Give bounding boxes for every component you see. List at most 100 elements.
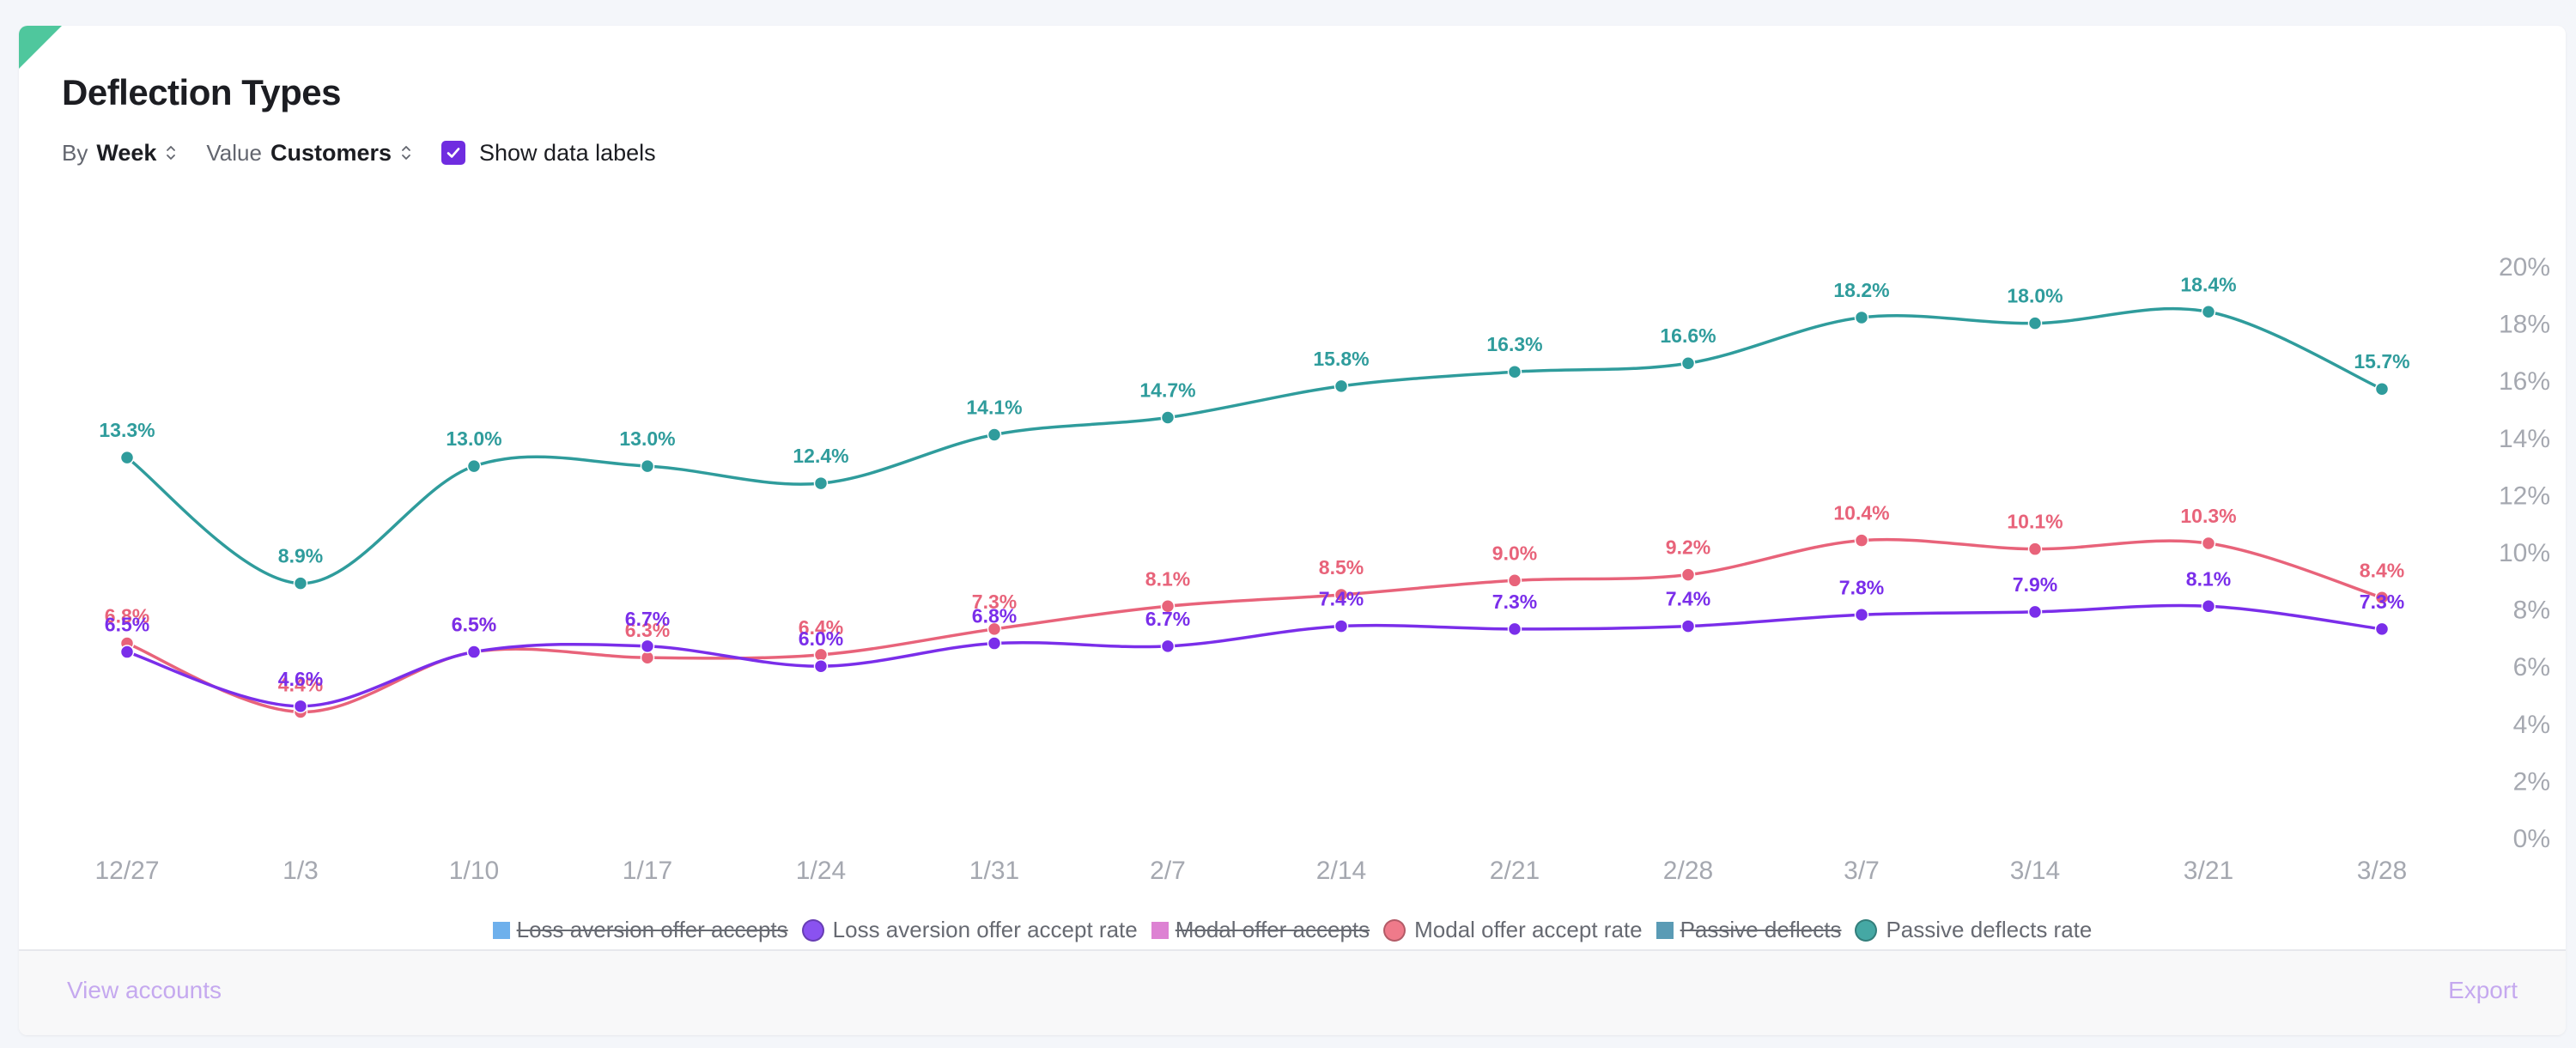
line-chart: 0% 2% 4% 6% 8% 10% 12% 14% 16% 18% 20% 12/27 1/3 1/1… — [94, 253, 2550, 885]
data-label: 14.1% — [966, 396, 1022, 418]
legend-item-passive-deflects-rate[interactable]: Passive deflects rate — [1855, 917, 2092, 943]
data-label: 6.8% — [972, 605, 1017, 627]
group-by-label: By — [62, 139, 88, 166]
corner-tag — [19, 26, 62, 69]
legend-label: Loss aversion offer accepts — [516, 917, 788, 942]
y-tick-label: 0% — [2513, 825, 2550, 853]
data-label: 9.2% — [1666, 536, 1710, 559]
data-point[interactable] — [2027, 542, 2043, 556]
checkmark-icon — [447, 148, 460, 158]
group-by-select[interactable]: By Week — [62, 140, 177, 167]
x-tick-label: 1/10 — [449, 857, 499, 885]
data-point[interactable] — [1160, 599, 1176, 614]
legend-item-loss-aversion-offer-accept-rate[interactable]: Loss aversion offer accept rate — [801, 917, 1138, 943]
data-point[interactable] — [813, 476, 829, 491]
data-label: 7.4% — [1666, 588, 1710, 610]
data-label: 16.3% — [1486, 333, 1542, 355]
data-point[interactable] — [2201, 536, 2216, 551]
chart-title: Deflection Types — [62, 72, 341, 112]
legend-item-passive-deflects[interactable]: Passive deflects — [1656, 917, 1841, 943]
data-point[interactable] — [1507, 621, 1522, 637]
data-point[interactable] — [1507, 364, 1522, 379]
data-point[interactable] — [1334, 619, 1349, 633]
y-tick-label: 10% — [2499, 539, 2550, 567]
data-labels-layer: 13.3% 8.9% 13.0% 13.0% 12.4% 14.1% 14.7% 15.8% 1… — [99, 273, 2409, 695]
data-point[interactable] — [119, 645, 135, 659]
data-point[interactable] — [2027, 604, 2043, 620]
legend-item-modal-offer-accept-rate[interactable]: Modal offer accept rate — [1383, 917, 1643, 943]
chevron-up-down-icon — [402, 146, 410, 160]
data-point[interactable] — [987, 621, 1002, 637]
y-tick-label: 14% — [2499, 425, 2550, 453]
x-tick-label: 3/14 — [2010, 857, 2060, 885]
data-label: 7.3% — [2360, 591, 2404, 613]
data-label: 10.1% — [2007, 511, 2063, 533]
data-point[interactable] — [2374, 381, 2390, 397]
data-point[interactable] — [293, 576, 308, 591]
data-label: 16.6% — [1660, 324, 1716, 347]
x-tick-label: 3/28 — [2357, 857, 2407, 885]
legend-label: Passive deflects rate — [1886, 917, 2093, 942]
data-point[interactable] — [466, 458, 482, 474]
value-value: Customers — [270, 139, 392, 166]
data-point[interactable] — [1854, 608, 1869, 622]
data-point[interactable] — [1160, 410, 1176, 425]
series-loss-aversion-offer-accept-rate — [119, 599, 2390, 714]
group-by-value: Week — [96, 139, 157, 166]
x-axis: 12/27 1/3 1/10 1/17 1/24 1/31 2/7 2/14 2/21 2/28 3… — [94, 857, 2407, 885]
data-label: 6.0% — [799, 627, 843, 650]
legend-label: Loss aversion offer accept rate — [832, 917, 1138, 942]
legend-swatch — [1151, 921, 1169, 939]
data-label: 18.2% — [1833, 279, 1889, 301]
data-point[interactable] — [1854, 533, 1869, 548]
data-point[interactable] — [1680, 619, 1696, 633]
data-point[interactable] — [1680, 567, 1696, 582]
data-point[interactable] — [987, 427, 1002, 442]
data-point[interactable] — [2201, 599, 2216, 614]
export-link[interactable]: Export — [2448, 977, 2518, 1003]
data-label: 7.4% — [1319, 588, 1364, 610]
data-label: 4.4% — [278, 673, 323, 695]
data-point[interactable] — [293, 699, 308, 714]
chart-legend: Loss aversion offer accepts Loss aversion… — [19, 917, 2566, 943]
data-point[interactable] — [1160, 639, 1176, 654]
show-data-labels-toggle[interactable]: Show data labels — [441, 140, 656, 167]
show-data-labels-checkbox[interactable] — [441, 141, 466, 165]
data-label: 7.9% — [2013, 573, 2057, 596]
data-label: 8.4% — [2360, 559, 2404, 581]
data-point[interactable] — [466, 645, 482, 659]
x-tick-label: 1/3 — [283, 857, 319, 885]
data-point[interactable] — [1334, 379, 1349, 394]
data-label: 14.7% — [1139, 379, 1195, 401]
data-point[interactable] — [640, 639, 655, 654]
data-point[interactable] — [2374, 591, 2390, 605]
x-tick-label: 2/28 — [1663, 857, 1713, 885]
value-select[interactable]: Value Customers — [206, 140, 412, 167]
data-point[interactable] — [2027, 316, 2043, 330]
data-point[interactable] — [640, 458, 655, 474]
data-label: 6.4% — [799, 616, 843, 639]
data-label: 8.9% — [278, 545, 323, 567]
data-label: 4.6% — [278, 668, 323, 690]
legend-item-loss-aversion-offer-accepts[interactable]: Loss aversion offer accepts — [492, 917, 788, 943]
data-point[interactable] — [2374, 621, 2390, 637]
data-label: 15.8% — [1313, 348, 1369, 370]
data-label: 6.5% — [452, 614, 496, 636]
view-accounts-link[interactable]: View accounts — [67, 977, 222, 1003]
legend-item-modal-offer-accepts[interactable]: Modal offer accepts — [1151, 917, 1370, 943]
data-point[interactable] — [1854, 310, 1869, 325]
data-point[interactable] — [1334, 587, 1349, 603]
data-point[interactable] — [1680, 355, 1696, 371]
x-tick-label: 2/14 — [1316, 857, 1366, 885]
value-label: Value — [206, 139, 262, 166]
data-point[interactable] — [987, 636, 1002, 651]
data-point[interactable] — [119, 450, 135, 465]
data-label: 18.4% — [2180, 273, 2236, 295]
series-line-loss-aversion-offer-accept-rate — [126, 603, 2383, 708]
data-point[interactable] — [1507, 573, 1522, 588]
data-label: 6.5% — [105, 614, 149, 636]
data-point[interactable] — [813, 658, 829, 674]
y-tick-label: 20% — [2499, 253, 2550, 282]
data-label: 6.7% — [625, 608, 670, 630]
data-point[interactable] — [2201, 305, 2216, 319]
